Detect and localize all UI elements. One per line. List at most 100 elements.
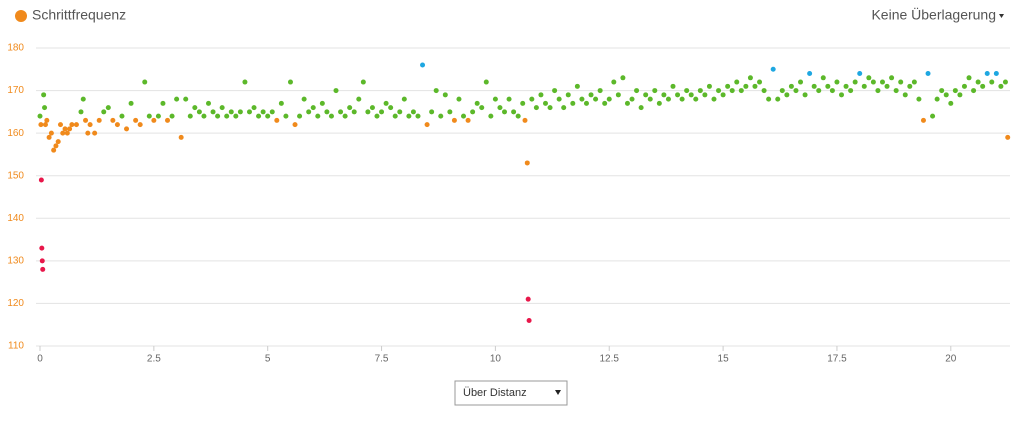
point (593, 96, 599, 102)
point (866, 75, 872, 81)
point (228, 109, 234, 115)
point (224, 113, 230, 119)
point (852, 79, 858, 85)
point (379, 109, 385, 115)
point (80, 96, 86, 102)
point (306, 109, 312, 115)
point (907, 83, 913, 89)
point (105, 105, 111, 111)
selector-caret[interactable] (555, 390, 561, 395)
point (360, 79, 366, 85)
point (656, 100, 662, 106)
point (347, 105, 353, 111)
selector-box[interactable] (454, 380, 568, 406)
point (802, 92, 808, 98)
point (451, 117, 457, 123)
point (615, 92, 621, 98)
point (729, 88, 735, 94)
point (807, 71, 813, 77)
selector-label[interactable]: Über Distanz (463, 387, 527, 399)
point (64, 130, 70, 136)
point (547, 105, 553, 111)
point (278, 100, 284, 106)
legend-label[interactable]: Schrittfrequenz (32, 7, 126, 23)
point (506, 96, 512, 102)
point (825, 83, 831, 89)
point (187, 113, 193, 119)
point (588, 92, 594, 98)
x-tick-label: 2.5 (147, 354, 161, 365)
point (356, 96, 362, 102)
point (522, 117, 528, 123)
point (984, 71, 990, 77)
point (155, 113, 161, 119)
point (693, 96, 699, 102)
point (41, 92, 47, 98)
point (205, 100, 211, 106)
point (820, 75, 826, 81)
point (775, 96, 781, 102)
point (565, 92, 571, 98)
point (529, 96, 535, 102)
point (734, 79, 740, 85)
point (287, 79, 293, 85)
point (998, 83, 1004, 89)
point (137, 122, 143, 128)
point (989, 79, 995, 85)
point (401, 96, 407, 102)
point (37, 113, 43, 119)
point (39, 245, 45, 251)
point (743, 83, 749, 89)
point (124, 126, 130, 132)
point (925, 71, 931, 77)
point (479, 105, 485, 111)
point (898, 79, 904, 85)
point (948, 100, 954, 106)
point (251, 105, 257, 111)
point (160, 100, 166, 106)
menu-caret[interactable] (999, 14, 1004, 18)
point (848, 88, 854, 94)
x-selector[interactable]: Über Distanz (454, 380, 568, 406)
point (784, 92, 790, 98)
point (834, 79, 840, 85)
point (811, 83, 817, 89)
point (975, 79, 981, 85)
point (165, 117, 171, 123)
point (433, 88, 439, 94)
point (542, 100, 548, 106)
point (319, 100, 325, 106)
point (524, 160, 530, 166)
point (934, 96, 940, 102)
point (369, 105, 375, 111)
point (670, 83, 676, 89)
point (40, 266, 46, 272)
point (716, 88, 722, 94)
point (870, 79, 876, 85)
point (196, 109, 202, 115)
point (85, 130, 91, 136)
point (351, 109, 357, 115)
point (101, 109, 107, 115)
y-tick-label: 180 (7, 43, 24, 54)
overlay-menu[interactable]: Keine Überlagerung (871, 6, 996, 23)
point (706, 83, 712, 89)
x-tick-label: 12.5 (600, 354, 620, 365)
point (146, 113, 152, 119)
point (424, 122, 430, 128)
point (38, 122, 44, 128)
point (67, 126, 73, 132)
point (465, 117, 471, 123)
point (533, 105, 539, 111)
point (520, 100, 526, 106)
point (119, 113, 125, 119)
point (39, 258, 45, 264)
point (44, 117, 50, 123)
x-tick-label: 15 (718, 354, 730, 365)
point (246, 109, 252, 115)
point (620, 75, 626, 81)
point (447, 109, 453, 115)
point (151, 117, 157, 123)
y-tick-label: 170 (7, 85, 24, 96)
